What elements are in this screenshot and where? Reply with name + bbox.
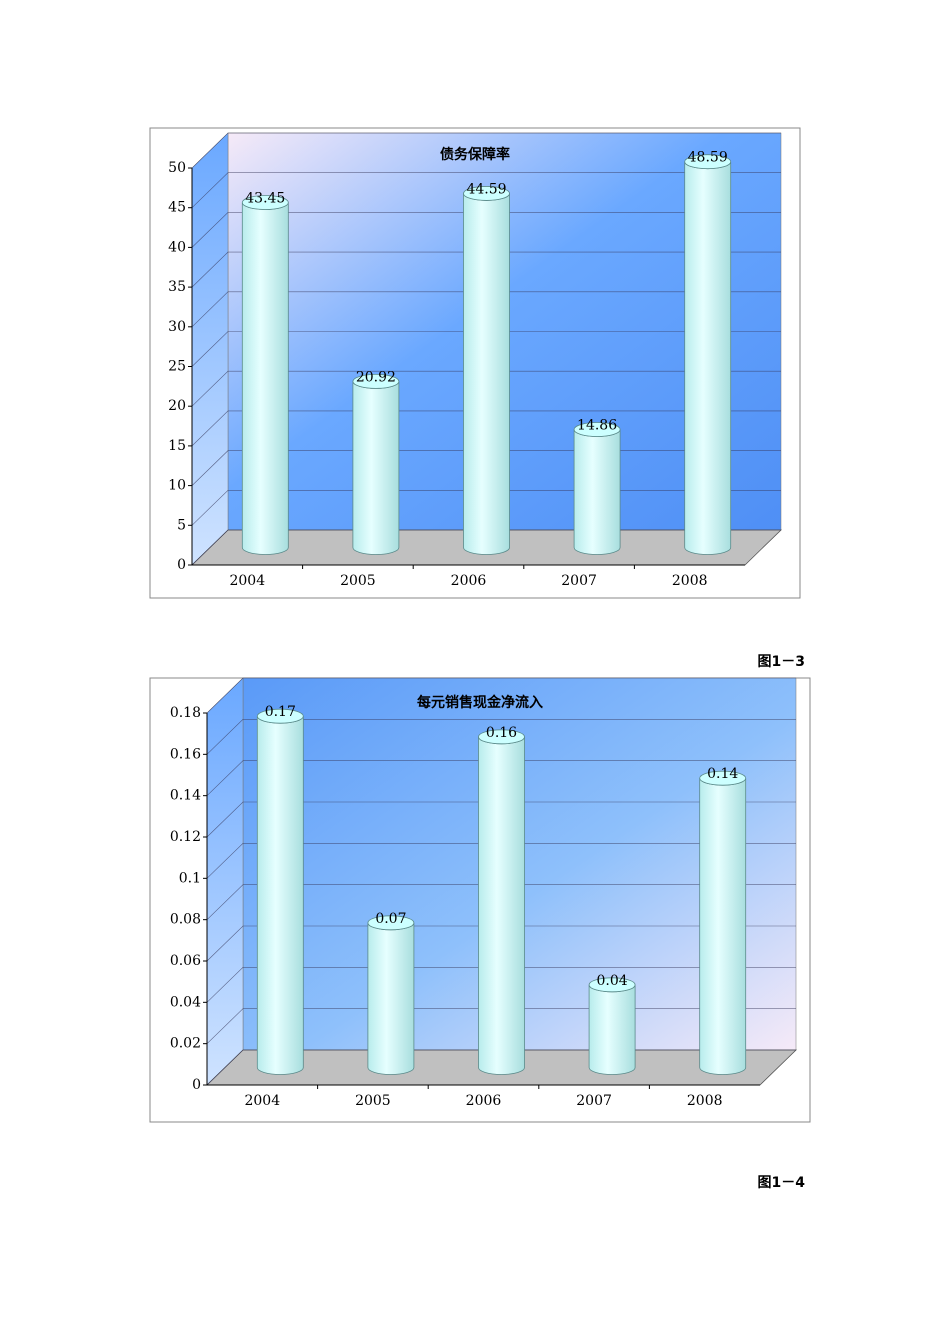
- bar: [478, 736, 525, 1075]
- x-tick-label: 2007: [576, 1093, 612, 1109]
- chart-title: 每元销售现金净流入: [417, 694, 543, 711]
- bar-top: [241, 195, 289, 210]
- side-wall: [206, 677, 244, 1086]
- bar-top: [463, 186, 510, 201]
- y-tick-label: 45: [168, 200, 186, 216]
- figure-caption: 图1－3: [758, 654, 805, 670]
- y-tick-label: 0.16: [170, 746, 201, 762]
- x-tick-label: 2008: [687, 1093, 723, 1109]
- y-tick-label: 10: [168, 478, 186, 494]
- grid-line: [191, 251, 781, 288]
- y-tick-label: 15: [168, 438, 186, 454]
- value-label: 0.07: [375, 911, 406, 927]
- grid-line: [206, 801, 796, 838]
- value-label: 44.59: [466, 181, 506, 197]
- y-tick-label: 50: [168, 160, 186, 176]
- grid-line: [206, 760, 796, 796]
- grid-line: [191, 410, 781, 447]
- value-label: 0.17: [265, 704, 296, 720]
- value-label: 48.59: [688, 150, 728, 166]
- y-tick-label: 20: [168, 398, 186, 414]
- bar-top: [588, 977, 636, 993]
- bar: [463, 193, 510, 555]
- bar: [588, 984, 636, 1075]
- value-label: 20.92: [356, 369, 396, 385]
- y-tick-label: 5: [177, 517, 186, 533]
- bar: [256, 716, 304, 1075]
- x-tick-label: 2006: [466, 1093, 502, 1109]
- grid-line: [191, 132, 781, 169]
- x-tick-label: 2007: [561, 573, 597, 589]
- y-tick-label: 40: [168, 239, 186, 255]
- x-tick-label: 2005: [355, 1093, 391, 1109]
- bar: [699, 778, 747, 1075]
- grid-line: [191, 331, 781, 367]
- figure-caption: 图1－4: [758, 1175, 806, 1191]
- bar-top: [684, 154, 732, 170]
- y-tick-label: 0.06: [170, 953, 201, 969]
- grid-line: [191, 172, 781, 208]
- bar-top: [256, 708, 304, 724]
- grid-line: [191, 291, 781, 328]
- grid-line: [191, 370, 781, 407]
- bar: [367, 922, 415, 1075]
- value-label: 43.45: [245, 191, 285, 207]
- y-tick-label: 0.1: [179, 870, 201, 886]
- y-tick-label: 0.18: [170, 705, 201, 721]
- bar: [684, 161, 732, 555]
- y-tick-label: 0.12: [170, 829, 201, 845]
- bar: [352, 381, 400, 555]
- value-label: 0.04: [597, 973, 628, 989]
- x-tick-label: 2005: [340, 573, 376, 589]
- value-label: 0.14: [707, 766, 738, 782]
- grid-line: [206, 967, 796, 1003]
- y-tick-label: 35: [168, 279, 186, 295]
- y-tick-label: 0.02: [170, 1036, 201, 1052]
- bar: [573, 429, 621, 555]
- grid-line: [206, 677, 796, 714]
- x-tick-label: 2004: [229, 573, 265, 589]
- y-tick-label: 0.04: [170, 994, 201, 1010]
- grid-line: [206, 884, 796, 920]
- y-tick-label: 0.14: [170, 788, 201, 804]
- value-label: 14.86: [577, 418, 617, 434]
- bar-top: [367, 915, 415, 931]
- y-tick-label: 25: [168, 359, 186, 375]
- grid-line: [191, 212, 781, 248]
- bar-top: [478, 729, 525, 745]
- bar: [241, 202, 289, 555]
- y-tick-label: 0: [192, 1077, 201, 1093]
- grid-line: [206, 719, 796, 755]
- chart-title: 债务保障率: [440, 146, 510, 163]
- y-tick-label: 0.08: [170, 912, 201, 928]
- x-tick-label: 2006: [451, 573, 487, 589]
- bar-top: [352, 373, 400, 389]
- bar-top: [573, 422, 621, 437]
- grid-line: [206, 925, 796, 962]
- bar-top: [699, 770, 747, 786]
- x-tick-label: 2004: [244, 1093, 280, 1109]
- value-label: 0.16: [486, 725, 517, 741]
- y-tick-label: 30: [168, 319, 186, 335]
- x-tick-label: 2008: [672, 573, 708, 589]
- grid-line: [206, 843, 796, 879]
- y-tick-label: 0: [177, 557, 186, 573]
